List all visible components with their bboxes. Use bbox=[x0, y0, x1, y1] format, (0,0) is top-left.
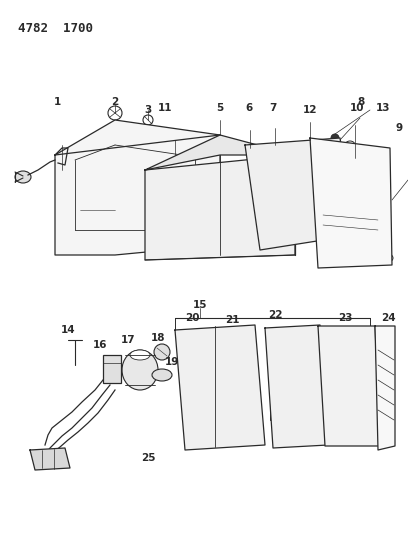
Text: 19: 19 bbox=[165, 357, 179, 367]
Ellipse shape bbox=[364, 342, 374, 350]
Text: 18: 18 bbox=[151, 333, 165, 343]
Bar bbox=[150, 175, 215, 250]
Ellipse shape bbox=[152, 369, 172, 381]
Text: 8: 8 bbox=[357, 97, 365, 107]
Polygon shape bbox=[245, 138, 355, 250]
Bar bbox=[255, 175, 330, 230]
Text: 14: 14 bbox=[61, 325, 75, 335]
Text: 7: 7 bbox=[269, 103, 277, 113]
Ellipse shape bbox=[260, 146, 270, 154]
Ellipse shape bbox=[331, 134, 339, 142]
Text: 11: 11 bbox=[158, 103, 172, 113]
Ellipse shape bbox=[108, 157, 152, 213]
Ellipse shape bbox=[320, 419, 330, 427]
Text: 13: 13 bbox=[376, 103, 390, 113]
Text: 25: 25 bbox=[141, 453, 155, 463]
Text: 17: 17 bbox=[121, 335, 135, 345]
Bar bbox=[325, 345, 370, 425]
Polygon shape bbox=[310, 138, 392, 268]
Bar bbox=[103, 355, 121, 383]
Ellipse shape bbox=[275, 180, 311, 224]
Polygon shape bbox=[318, 326, 380, 446]
Ellipse shape bbox=[381, 431, 391, 439]
Polygon shape bbox=[30, 448, 70, 470]
Text: 22: 22 bbox=[268, 310, 282, 320]
Ellipse shape bbox=[154, 344, 170, 360]
Ellipse shape bbox=[15, 171, 31, 183]
Ellipse shape bbox=[276, 359, 312, 407]
Ellipse shape bbox=[381, 336, 391, 344]
Ellipse shape bbox=[143, 115, 153, 125]
Polygon shape bbox=[145, 155, 295, 260]
Ellipse shape bbox=[219, 365, 243, 401]
Text: 2: 2 bbox=[111, 97, 119, 107]
Ellipse shape bbox=[383, 254, 393, 262]
Text: 16: 16 bbox=[93, 340, 107, 350]
Ellipse shape bbox=[160, 179, 170, 187]
Polygon shape bbox=[265, 325, 328, 448]
Ellipse shape bbox=[345, 141, 355, 149]
Text: 20: 20 bbox=[185, 313, 199, 323]
Text: 1: 1 bbox=[53, 97, 61, 107]
Polygon shape bbox=[375, 326, 395, 450]
Text: 10: 10 bbox=[350, 103, 364, 113]
Bar bbox=[323, 170, 378, 210]
Ellipse shape bbox=[186, 365, 210, 401]
Text: 12: 12 bbox=[303, 105, 317, 115]
Text: 6: 6 bbox=[245, 103, 253, 113]
Ellipse shape bbox=[180, 179, 190, 187]
Polygon shape bbox=[145, 135, 295, 170]
Text: 5: 5 bbox=[216, 103, 224, 113]
Text: 21: 21 bbox=[225, 315, 239, 325]
Text: 24: 24 bbox=[381, 313, 395, 323]
Ellipse shape bbox=[236, 185, 280, 241]
Text: 4782  1700: 4782 1700 bbox=[18, 22, 93, 35]
Ellipse shape bbox=[364, 419, 374, 427]
Bar bbox=[80, 195, 115, 220]
Bar bbox=[218, 345, 245, 420]
Text: 9: 9 bbox=[395, 123, 403, 133]
Text: 15: 15 bbox=[193, 300, 207, 310]
Polygon shape bbox=[175, 325, 265, 450]
Ellipse shape bbox=[320, 342, 330, 350]
Text: 23: 23 bbox=[338, 313, 352, 323]
Ellipse shape bbox=[350, 156, 360, 164]
Bar bbox=[155, 190, 180, 208]
Ellipse shape bbox=[108, 106, 122, 120]
Ellipse shape bbox=[122, 350, 158, 390]
Bar bbox=[225, 175, 290, 250]
Polygon shape bbox=[55, 120, 220, 255]
Bar bbox=[155, 190, 210, 200]
Ellipse shape bbox=[130, 350, 150, 360]
Bar bbox=[185, 345, 212, 420]
Bar bbox=[270, 345, 318, 420]
Text: 3: 3 bbox=[144, 105, 152, 115]
Ellipse shape bbox=[161, 185, 205, 241]
